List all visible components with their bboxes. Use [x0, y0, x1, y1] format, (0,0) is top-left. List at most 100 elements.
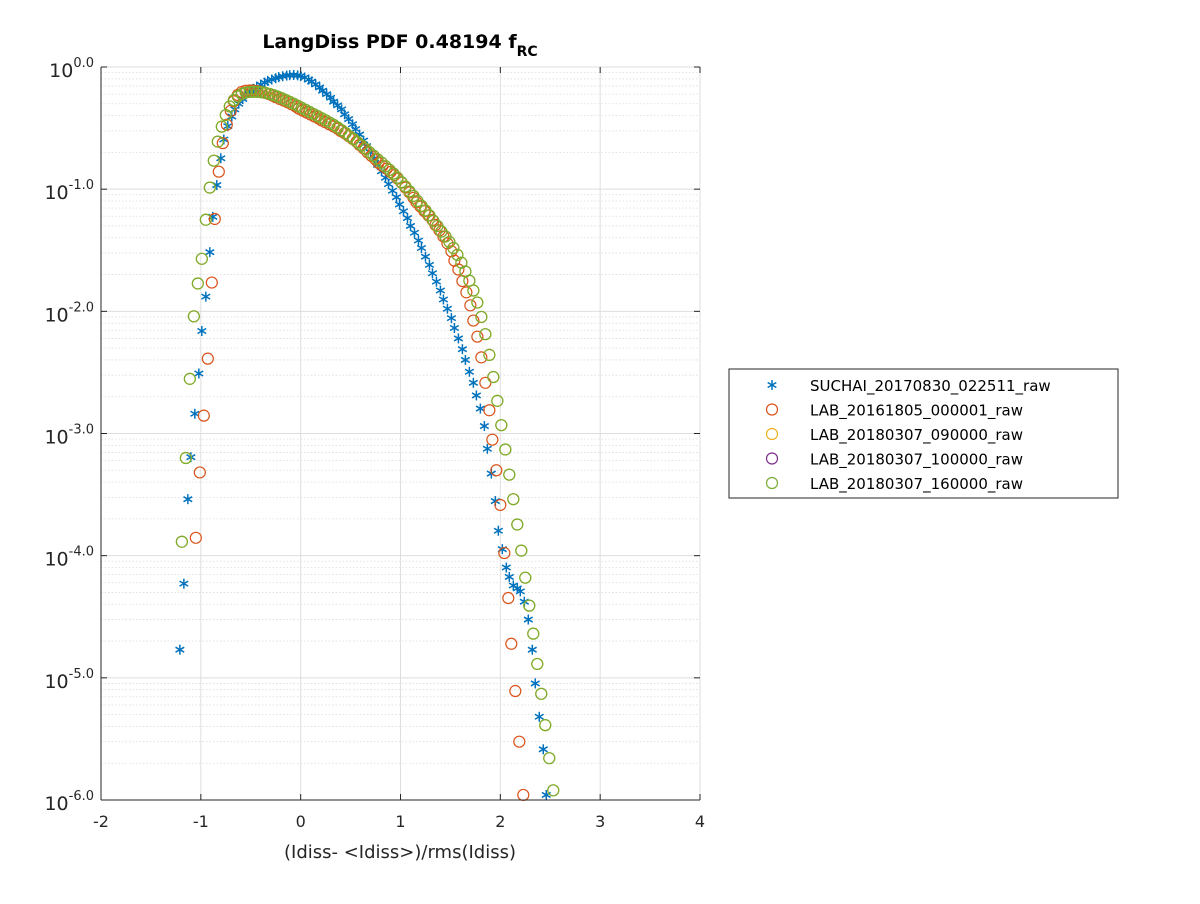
- data-point-circle: [208, 212, 221, 226]
- x-tick-label: 0: [296, 812, 306, 831]
- series-5: [175, 85, 560, 797]
- y-tick-exponent: -3.0: [69, 423, 94, 438]
- data-point-asterisk: [471, 390, 482, 401]
- data-point-asterisk: [534, 711, 544, 722]
- data-point-circle: [207, 154, 220, 167]
- data-point-circle: [387, 167, 400, 180]
- asterisk-stroke: [179, 580, 189, 587]
- y-tick-label: 10-2.0: [44, 300, 94, 326]
- asterisk-stroke: [515, 588, 526, 595]
- asterisk-stroke: [219, 136, 229, 143]
- legend-label: LAB_20180307_090000_raw: [810, 426, 1023, 445]
- x-tick-label: -2: [93, 812, 109, 831]
- asterisk-stroke: [449, 324, 460, 332]
- legend-box: [728, 368, 1119, 499]
- data-point-asterisk: [482, 443, 493, 454]
- y-tick-label: 10-3.0: [44, 423, 94, 449]
- asterisk-stroke: [504, 573, 515, 581]
- data-point-circle: [220, 118, 233, 131]
- data-point-circle: [175, 535, 188, 548]
- data-point-asterisk: [321, 89, 332, 100]
- data-point-circle: [205, 276, 218, 289]
- data-point-circle: [189, 531, 202, 544]
- data-point-circle: [351, 136, 364, 149]
- data-point-circle: [403, 185, 416, 198]
- y-tick-exponent: -1.0: [69, 178, 94, 193]
- data-point-circle: [447, 241, 460, 255]
- asterisk-stroke: [460, 356, 471, 364]
- data-point-asterisk: [435, 285, 446, 296]
- data-point-circle: [215, 120, 228, 133]
- legend-entry: LAB_20180307_160000_raw: [765, 475, 1023, 494]
- y-tick-base: 10: [44, 793, 68, 815]
- data-point-circle: [451, 248, 464, 261]
- legend-label: LAB_20180307_100000_raw: [810, 451, 1023, 470]
- asterisk-stroke: [343, 115, 354, 123]
- data-point-circle: [460, 286, 473, 299]
- data-point-asterisk: [453, 333, 464, 344]
- data-point-circle: [505, 637, 518, 650]
- asterisk-stroke: [479, 422, 490, 430]
- data-point-circle: [243, 85, 256, 99]
- data-point-circle: [498, 546, 511, 560]
- asterisk-stroke: [468, 379, 479, 386]
- data-point-circle: [511, 518, 524, 531]
- data-point-circle: [515, 544, 528, 557]
- asterisk-stroke: [435, 287, 446, 294]
- data-point-asterisk: [515, 586, 526, 597]
- asterisk-stroke: [317, 87, 328, 94]
- asterisk-stroke: [339, 111, 350, 118]
- asterisk-stroke: [394, 201, 405, 208]
- data-point-asterisk: [438, 294, 449, 305]
- asterisk-stroke: [420, 253, 431, 260]
- data-point-circle: [347, 132, 360, 146]
- data-point-asterisk: [530, 678, 540, 689]
- y-tick-base: 10: [44, 182, 68, 204]
- data-point-circle: [391, 171, 404, 184]
- data-point-asterisk: [523, 614, 533, 625]
- x-tick-label: 1: [395, 812, 405, 831]
- data-point-asterisk: [449, 323, 460, 334]
- data-point-circle: [223, 100, 236, 113]
- data-point-asterisk: [332, 100, 343, 111]
- data-point-asterisk: [446, 313, 457, 324]
- y-tick-label: 10-1.0: [44, 178, 94, 204]
- data-point-circle: [331, 121, 344, 134]
- y-tick-label: 10-6.0: [44, 789, 94, 815]
- data-point-circle: [395, 176, 408, 189]
- data-point-circle: [483, 404, 496, 417]
- data-point-circle: [471, 330, 484, 343]
- asterisk-stroke: [538, 746, 548, 753]
- axes-layer: -2 -1 0 1 2 3 4100.010-1.010-2.010-3.010-4.010…: [44, 56, 705, 831]
- data-point-circle: [199, 213, 212, 226]
- asterisk-stroke: [530, 680, 540, 687]
- data-point-asterisk: [420, 251, 431, 262]
- data-point-circle: [227, 94, 240, 107]
- y-tick-exponent: 0.0: [73, 56, 94, 71]
- asterisk-stroke: [398, 208, 409, 215]
- asterisk-stroke: [534, 713, 544, 720]
- y-tick-label: 10-5.0: [44, 667, 94, 693]
- data-point-asterisk: [424, 259, 435, 270]
- x-tick-label: 3: [595, 812, 605, 831]
- asterisk-stroke: [190, 410, 200, 417]
- data-point-circle: [211, 135, 224, 148]
- data-point-circle: [367, 149, 380, 162]
- data-point-asterisk: [317, 85, 328, 96]
- data-point-asterisk: [398, 206, 409, 217]
- asterisk-stroke: [457, 346, 468, 353]
- legend-label: LAB_20180307_160000_raw: [810, 475, 1023, 494]
- asterisk-stroke: [453, 335, 464, 342]
- data-point-asterisk: [197, 326, 207, 337]
- data-point-circle: [487, 370, 500, 384]
- y-tick-exponent: -5.0: [69, 667, 94, 682]
- data-point-circle: [483, 348, 496, 361]
- asterisk-stroke: [413, 237, 424, 244]
- data-point-circle: [507, 493, 520, 506]
- asterisk-stroke: [409, 229, 420, 236]
- asterisk-stroke: [175, 646, 185, 653]
- asterisk-stroke: [216, 155, 226, 162]
- data-point-asterisk: [504, 571, 515, 582]
- y-tick-base: 10: [44, 549, 68, 571]
- data-point-asterisk: [442, 303, 453, 314]
